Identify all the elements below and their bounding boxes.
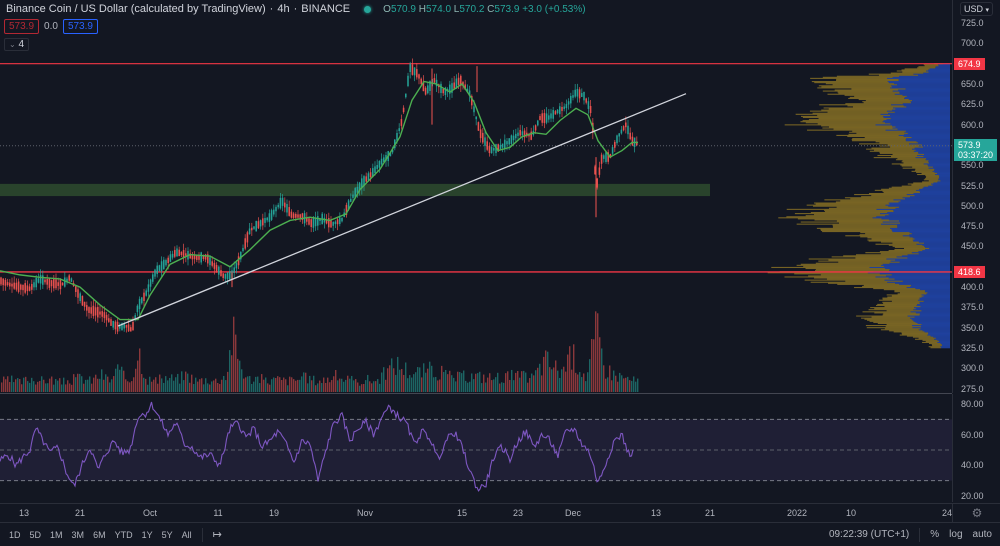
market-open-status-icon	[364, 5, 372, 13]
price-tick: 375.0	[961, 302, 984, 313]
price-tick: 300.0	[961, 363, 984, 374]
range-button-5d[interactable]: 5D	[29, 529, 42, 540]
time-tick: Oct	[142, 508, 158, 518]
indicators-toggle-button[interactable]: ⌄ 4	[4, 38, 30, 51]
price-tick: 475.0	[961, 221, 984, 232]
time-tick: 23	[512, 508, 524, 518]
price-tick: 650.0	[961, 78, 984, 89]
rsi-tick: 20.00	[961, 490, 984, 501]
symbol-name[interactable]: Binance Coin / US Dollar (calculated by …	[6, 3, 266, 15]
price-tick: 275.0	[961, 383, 984, 394]
price-tick: 350.0	[961, 322, 984, 333]
current-price-label: 573.9 03:37:20	[954, 138, 998, 161]
range-button-1d[interactable]: 1D	[9, 529, 21, 540]
rsi-tick: 40.00	[961, 460, 984, 471]
chevron-down-icon: ⌄	[9, 40, 16, 49]
ohlc-values: O570.9 H574.0 L570.2 C573.9 +3.0 (+0.53%…	[383, 3, 586, 15]
volume-profile	[767, 63, 950, 349]
price-tick: 400.0	[961, 282, 984, 293]
interval-sep: ·	[269, 3, 274, 15]
price-tick: 625.0	[961, 99, 984, 110]
candlesticks	[0, 58, 638, 335]
price-tick: 550.0	[961, 160, 984, 171]
time-tick: 21	[74, 508, 86, 518]
rsi-line	[0, 401, 634, 492]
time-axis[interactable]: 13 21 Oct 11 19 Nov 15 23 Dec 13 21 2022 10 24	[0, 503, 952, 522]
buy-button[interactable]: 573.9	[62, 19, 98, 34]
log-scale-toggle[interactable]: log	[949, 529, 963, 540]
range-button-1m[interactable]: 1M	[50, 529, 63, 540]
rsi-axis[interactable]: 80.00 60.00 40.00 20.00	[952, 394, 1000, 502]
time-tick: 13	[650, 508, 662, 518]
time-tick: 15	[456, 508, 468, 518]
price-tick: 325.0	[961, 343, 984, 353]
trendline[interactable]	[117, 93, 687, 327]
divider	[201, 527, 203, 542]
goto-date-icon[interactable]: ↦	[212, 529, 222, 541]
trade-buttons: 573.9 0.0 573.9	[4, 19, 98, 34]
range-button-3m[interactable]: 3M	[71, 529, 85, 540]
change-value: +3.0 (+0.53%)	[522, 3, 586, 15]
time-tick: 13	[18, 508, 30, 518]
time-tick: 19	[268, 508, 280, 518]
chevron-down-icon: ▾	[985, 7, 990, 14]
price-tick: 500.0	[961, 200, 984, 211]
time-tick: 11	[213, 508, 223, 518]
range-button-ytd[interactable]: YTD	[114, 529, 133, 540]
indicators-count: 4	[18, 39, 25, 50]
clock[interactable]: 09:22:39 (UTC+1)	[828, 529, 910, 540]
range-buttons: 1D 5D 1M 3M 6M YTD 1Y 5Y All	[0, 530, 192, 540]
price-axis[interactable]: 725.0 700.0 650.0 625.0 600.0 550.0 525.0 500.0…	[952, 0, 1000, 394]
bottom-toolbar: 1D 5D 1M 3M 6M YTD 1Y 5Y All ↦ 09:22:39 (UTC+1) …	[0, 522, 1000, 546]
volume-bars	[1, 311, 639, 392]
range-button-5y[interactable]: 5Y	[161, 529, 173, 540]
rsi-tick: 80.00	[961, 399, 984, 409]
exchange-label: BINANCE	[301, 3, 351, 15]
interval-label[interactable]: 4h	[277, 3, 290, 15]
resistance-price-label: 674.9	[954, 57, 985, 70]
auto-scale-toggle[interactable]: auto	[972, 529, 992, 540]
time-tick: 2022	[786, 508, 808, 518]
symbol-legend[interactable]: Binance Coin / US Dollar (calculated by …	[6, 3, 586, 15]
rsi-tick: 60.00	[961, 429, 984, 440]
sell-button[interactable]: 573.9	[4, 19, 40, 34]
price-tick: 450.0	[961, 241, 984, 252]
time-tick: 21	[704, 508, 716, 518]
range-button-1y[interactable]: 1Y	[141, 529, 153, 540]
time-tick: 24	[941, 508, 953, 518]
price-chart-canvas[interactable]	[0, 0, 952, 503]
time-tick: Dec	[564, 508, 582, 518]
divider	[919, 527, 921, 542]
price-tick: 700.0	[961, 38, 984, 49]
percent-scale-toggle[interactable]: %	[930, 529, 940, 540]
chart-settings-gear-icon[interactable]: ⚙	[952, 503, 1000, 522]
price-tick: 600.0	[961, 119, 984, 130]
time-tick: 10	[845, 508, 857, 518]
support-price-label: 418.6	[954, 265, 985, 278]
range-button-all[interactable]: All	[181, 529, 192, 540]
exchange-sep: ·	[293, 3, 298, 15]
price-tick: 525.0	[961, 180, 984, 191]
currency-selector[interactable]: USD ▾	[960, 2, 994, 16]
time-tick: Nov	[356, 508, 374, 518]
range-button-6m[interactable]: 6M	[93, 529, 106, 540]
price-tick: 725.0	[961, 18, 984, 28]
spread-value: 0.0	[44, 21, 58, 32]
